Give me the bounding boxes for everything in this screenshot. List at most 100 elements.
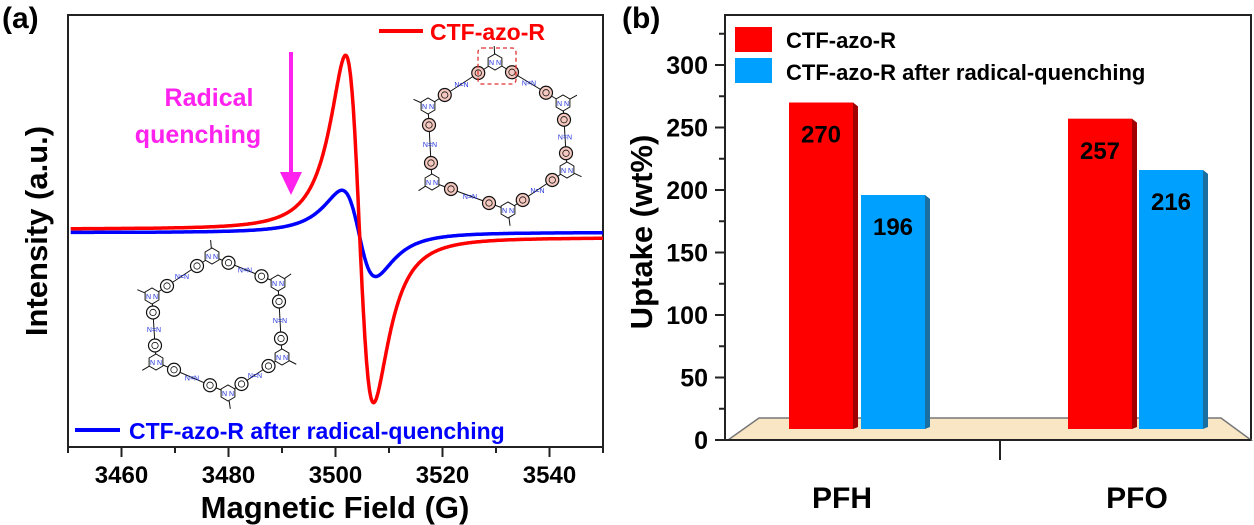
triazine-ring-icon bbox=[204, 247, 220, 265]
x-axis-title-a: Magnetic Field (G) bbox=[201, 490, 470, 525]
triazine-n-label: N N bbox=[489, 60, 501, 67]
azo-group-label: N=N bbox=[248, 373, 262, 380]
benzene-ring-icon bbox=[515, 192, 530, 208]
category-label-pfo: PFO bbox=[1106, 482, 1168, 515]
benzene-ring-icon bbox=[538, 85, 554, 100]
chain-end-bond bbox=[137, 289, 145, 294]
y-axis-title-a: Intensity (a.u.) bbox=[19, 126, 54, 336]
benzene-ring-icon bbox=[234, 376, 249, 392]
benzene-ring-inner bbox=[508, 68, 516, 76]
benzene-ring-inner bbox=[275, 297, 283, 306]
benzene-ring-icon bbox=[423, 155, 439, 171]
y-tick-label: 50 bbox=[680, 365, 708, 393]
triazine-ring-icon bbox=[148, 353, 164, 371]
chain-end-bond bbox=[210, 240, 212, 249]
triazine-n-label: N N bbox=[272, 281, 284, 288]
benzene-ring-icon bbox=[271, 294, 287, 309]
y-axis-b: 0 50 100 150 200 250 300 bbox=[666, 32, 725, 455]
benzene-ring-icon bbox=[147, 338, 163, 353]
x-tick-label: 3480 bbox=[202, 462, 255, 489]
legend-label-ctf-azo-r: CTF-azo-R bbox=[430, 19, 545, 45]
chain-end-bond bbox=[508, 217, 511, 226]
chain-end-bond bbox=[418, 185, 426, 192]
triazine-n-label: N N bbox=[276, 355, 288, 362]
legend-label-quenched: CTF-azo-R after radical-quenching bbox=[129, 418, 505, 444]
benzene-ring-inner bbox=[277, 334, 285, 343]
azo-group-label: N=N bbox=[273, 318, 287, 325]
benzene-ring-icon bbox=[545, 172, 560, 188]
benzene-ring-inner bbox=[257, 272, 266, 280]
triazine-ring-icon bbox=[270, 274, 286, 292]
bars-group: 270 196 257 216 bbox=[789, 102, 1208, 429]
y-tick-label: 250 bbox=[666, 115, 708, 143]
panel-b-bar-chart: (b) 270 196 257 216 0 50 100 150 200 250 300 CTF-… bbox=[622, 2, 1254, 515]
azo-group-label: N=N bbox=[185, 376, 199, 383]
panel-label-b: (b) bbox=[622, 2, 660, 35]
benzene-ring-icon bbox=[145, 305, 161, 320]
triazine-ring-icon bbox=[220, 384, 236, 402]
azo-group-label: N=N bbox=[454, 82, 468, 89]
legend-swatch-b-ctf-azo-r bbox=[735, 27, 772, 52]
triazine-ring-icon bbox=[555, 94, 571, 112]
y-tick-label: 100 bbox=[666, 302, 708, 330]
benzene-ring-inner bbox=[427, 159, 435, 167]
azo-group-label: N=N bbox=[522, 81, 536, 88]
panel-a-epr-chart: (a) N=N N=N N=N N=N N=N N=N N N N N N N N N N N N N… bbox=[2, 2, 604, 525]
x-tick-label: 3520 bbox=[416, 462, 469, 489]
triazine-n-label: N N bbox=[146, 294, 158, 301]
bar-value-label: 216 bbox=[1151, 189, 1191, 216]
benzene-ring-inner bbox=[560, 116, 568, 124]
triazine-ring-icon bbox=[420, 97, 436, 115]
benzene-ring-inner bbox=[519, 196, 527, 204]
benzene-ring-inner bbox=[149, 308, 157, 317]
bar-pfh-quenched bbox=[861, 195, 925, 429]
triazine-n-label: N N bbox=[502, 208, 514, 215]
triazine-ring-icon bbox=[274, 348, 290, 366]
y-tick-label: 200 bbox=[666, 177, 708, 205]
benzene-ring-inner bbox=[548, 176, 556, 184]
bar-pfo-quenched bbox=[1139, 170, 1203, 429]
benzene-ring-inner bbox=[485, 199, 493, 207]
benzene-ring-icon bbox=[481, 195, 497, 211]
benzene-ring-icon bbox=[437, 87, 452, 103]
benzene-ring-icon bbox=[221, 255, 236, 270]
x-tick-label: 3500 bbox=[309, 462, 362, 489]
benzene-ring-icon bbox=[504, 65, 520, 80]
benzene-ring-inner bbox=[170, 366, 178, 374]
legend-label-b-quenched: CTF-azo-R after radical-quenching bbox=[786, 60, 1145, 85]
triazine-n-label: N N bbox=[150, 360, 162, 367]
bar-pfh-ctf-azo-r bbox=[789, 102, 853, 429]
benzene-ring-inner bbox=[224, 259, 233, 267]
legend-swatch-b-quenched bbox=[735, 58, 772, 83]
benzene-ring-icon bbox=[189, 258, 205, 274]
benzene-ring-inner bbox=[441, 91, 449, 99]
benzene-ring-inner bbox=[542, 89, 550, 97]
chain-end-bond bbox=[284, 273, 292, 279]
benzene-ring-inner bbox=[206, 381, 214, 389]
benzene-ring-icon bbox=[254, 269, 269, 284]
azo-group-label: N=N bbox=[463, 194, 477, 201]
triazine-ring-icon bbox=[500, 201, 516, 219]
triazine-n-label: N N bbox=[561, 168, 573, 175]
benzene-ring-inner bbox=[237, 380, 246, 388]
legend-label-b-ctf-azo-r: CTF-azo-R bbox=[786, 28, 896, 53]
bar-side-face bbox=[925, 195, 930, 429]
chain-end-bond bbox=[288, 360, 297, 365]
bar-side-face bbox=[1203, 170, 1208, 429]
y-axis-title-b: Uptake (wt%) bbox=[624, 135, 659, 330]
bar-value-label: 196 bbox=[873, 214, 913, 241]
bar-side-face bbox=[853, 102, 858, 429]
triazine-ring-icon bbox=[559, 161, 575, 179]
chain-end-bond bbox=[569, 94, 578, 100]
benzene-ring-inner bbox=[447, 185, 455, 193]
radical-site-highlight-box bbox=[477, 47, 517, 85]
annotation-quenching: quenching bbox=[135, 121, 261, 149]
x-tick-label: 3540 bbox=[523, 462, 576, 489]
category-label-pfh: PFH bbox=[812, 482, 872, 515]
benzene-ring-inner bbox=[193, 262, 201, 270]
bar-side-face bbox=[1132, 118, 1137, 429]
x-tick-label: 3460 bbox=[95, 462, 148, 489]
y-tick-label: 0 bbox=[694, 427, 708, 455]
benzene-ring-inner bbox=[151, 341, 159, 350]
